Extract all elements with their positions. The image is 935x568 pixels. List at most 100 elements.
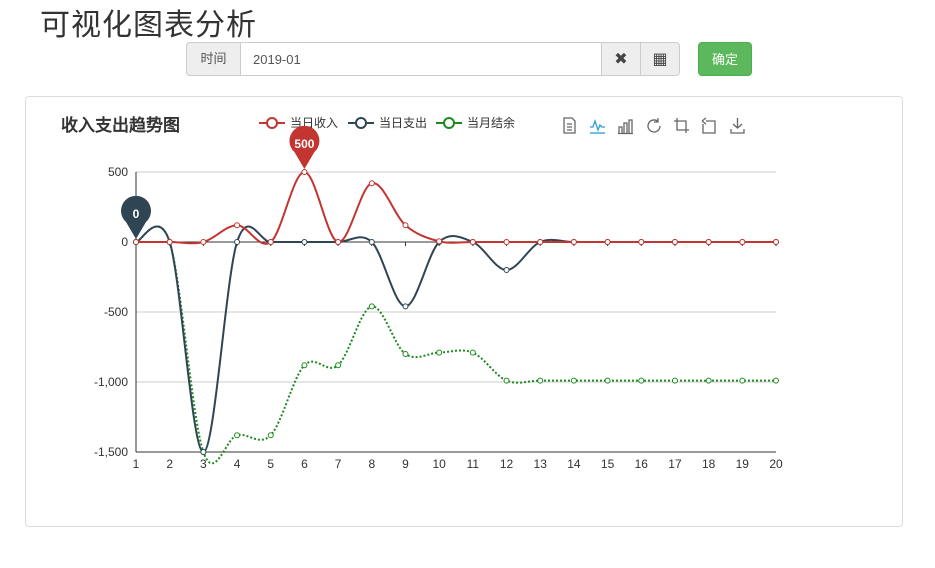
data-point xyxy=(773,377,779,384)
marker-pin-shape xyxy=(289,125,320,169)
download-tool[interactable] xyxy=(730,118,745,134)
data-point xyxy=(200,239,207,245)
data-point xyxy=(705,377,712,384)
legend-marker-icon xyxy=(355,117,367,129)
data-point xyxy=(739,239,746,245)
data-point xyxy=(267,239,274,245)
close-icon: ✖ xyxy=(614,51,628,68)
legend-label: 当月结余 xyxy=(467,115,515,130)
data-view-tool[interactable] xyxy=(563,117,576,134)
data-point xyxy=(604,377,611,384)
data-point xyxy=(705,239,712,245)
clear-button[interactable]: ✖ xyxy=(602,42,641,76)
legend-marker-icon xyxy=(266,117,278,129)
x-tick-label: 6 xyxy=(301,457,308,471)
x-tick-label: 9 xyxy=(402,457,409,471)
data-point xyxy=(234,222,241,229)
y-tick-label: -500 xyxy=(104,305,128,319)
series-line-2 xyxy=(135,225,776,454)
data-point xyxy=(436,238,443,245)
data-view-icon xyxy=(563,117,576,134)
x-tick-label: 10 xyxy=(432,457,446,471)
legend-item: 当日支出 xyxy=(348,116,427,130)
bar-chart-icon xyxy=(618,119,633,135)
bar-chart-tool[interactable] xyxy=(618,119,633,135)
data-point xyxy=(234,432,241,439)
series-line-1 xyxy=(136,170,776,245)
data-point xyxy=(469,349,476,356)
data-point xyxy=(234,239,241,245)
x-tick-label: 15 xyxy=(601,457,615,471)
marker-pin: 500 xyxy=(289,125,320,169)
series-line-3 xyxy=(135,225,776,465)
data-point xyxy=(166,239,173,245)
x-tick-label: 1 xyxy=(133,457,140,471)
confirm-button[interactable]: 确定 xyxy=(698,42,752,76)
x-tick-label: 17 xyxy=(668,457,682,471)
y-tick-label: 500 xyxy=(108,165,128,179)
data-point xyxy=(301,169,308,175)
chart-panel xyxy=(25,96,903,527)
x-tick-label: 13 xyxy=(534,457,548,471)
data-point xyxy=(368,303,375,310)
x-tick-label: 19 xyxy=(736,457,750,471)
undo-tool[interactable] xyxy=(701,117,716,134)
data-point xyxy=(537,377,544,384)
data-point xyxy=(301,239,308,245)
data-point xyxy=(638,377,645,384)
calendar-button[interactable]: ▦ xyxy=(641,42,680,76)
data-point xyxy=(335,239,342,245)
x-tick-label: 16 xyxy=(635,457,649,471)
x-tick-label: 3 xyxy=(200,457,207,471)
restore-icon xyxy=(647,118,661,133)
line-chart-tool[interactable] xyxy=(590,118,605,134)
marker-label: 0 xyxy=(133,207,140,221)
data-point xyxy=(503,377,510,384)
data-point xyxy=(200,449,207,455)
data-point xyxy=(570,239,577,245)
date-input[interactable] xyxy=(241,42,602,76)
marker-label: 500 xyxy=(294,137,314,151)
line-chart: 收入支出趋势图 当日收入 当日支出 当月结余5000-500-1,000-1,5001… xyxy=(61,115,783,471)
x-tick-label: 5 xyxy=(267,457,274,471)
data-point xyxy=(503,267,510,273)
data-point xyxy=(570,377,577,384)
marker-pin-shape xyxy=(121,195,151,239)
data-point xyxy=(671,377,678,384)
data-point xyxy=(335,362,342,369)
chart-title: 收入支出趋势图 xyxy=(61,115,180,136)
data-point xyxy=(604,239,611,245)
toolbox xyxy=(563,117,745,135)
data-point xyxy=(739,377,746,384)
data-point xyxy=(503,239,510,245)
data-point xyxy=(537,239,544,245)
y-tick-label: 0 xyxy=(121,235,128,249)
x-tick-label: 12 xyxy=(500,457,514,471)
data-point xyxy=(402,303,409,310)
crop-tool[interactable] xyxy=(674,118,689,133)
data-point xyxy=(402,351,409,357)
data-point xyxy=(368,239,375,245)
data-point xyxy=(671,239,678,245)
y-tick-label: -1,000 xyxy=(94,375,128,389)
y-tick-label: -1,500 xyxy=(94,445,128,459)
data-point xyxy=(133,239,139,245)
data-point xyxy=(773,239,779,245)
data-point xyxy=(267,432,274,439)
date-label: 时间 xyxy=(186,42,241,76)
x-tick-label: 7 xyxy=(335,457,342,471)
legend-marker-icon xyxy=(443,117,455,129)
data-point xyxy=(368,180,375,187)
data-point xyxy=(301,362,308,369)
x-tick-label: 4 xyxy=(234,457,241,471)
crop-icon xyxy=(674,118,689,133)
restore-tool[interactable] xyxy=(647,118,661,133)
data-point xyxy=(469,239,476,245)
line-chart-icon xyxy=(590,118,605,132)
data-point xyxy=(638,239,645,245)
data-point xyxy=(436,349,443,356)
undo-icon xyxy=(701,117,716,134)
x-tick-label: 18 xyxy=(702,457,716,471)
x-tick-label: 14 xyxy=(567,457,581,471)
marker-pin: 0 xyxy=(121,195,151,239)
